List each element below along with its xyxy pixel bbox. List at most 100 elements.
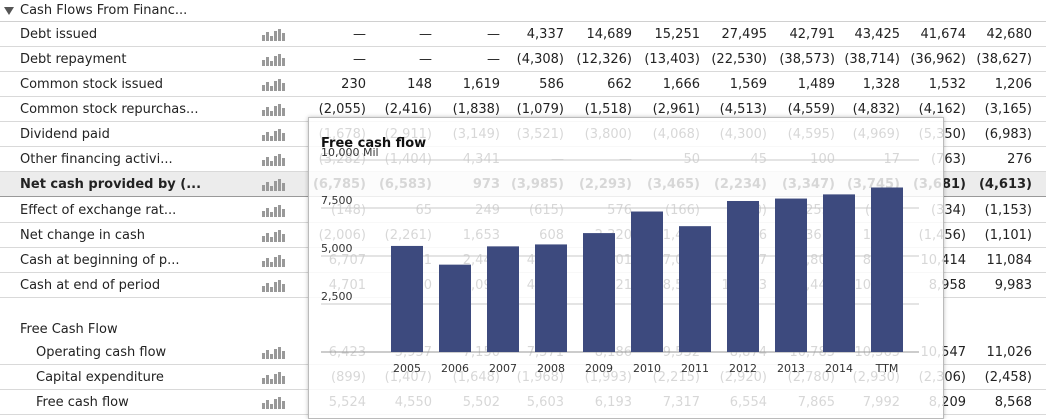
section-header-row[interactable]: Cash Flows From Financ...: [0, 0, 1046, 22]
row-label: Common stock repurchas...: [20, 102, 199, 117]
bar-2014[interactable]: [823, 194, 855, 352]
bar-chart-icon[interactable]: [262, 179, 286, 191]
chart-title: Free cash flow: [321, 136, 427, 151]
bar-chart-icon[interactable]: [262, 154, 286, 166]
cell-value: 42,680: [986, 27, 1033, 42]
bar-TTM[interactable]: [871, 187, 903, 352]
table-row: Common stock issued 230 148 1,619 586 662 1,66…: [0, 72, 1046, 97]
cell-value: 11,026: [986, 345, 1033, 360]
bar-chart-icon[interactable]: [262, 397, 286, 409]
cell-value: —: [487, 52, 500, 67]
cell-value: (2,961): [652, 102, 700, 117]
row-label: Free Cash Flow: [20, 322, 118, 337]
cell-value: 1,666: [662, 77, 700, 92]
cell-value: (1,838): [452, 102, 500, 117]
cell-value: 276: [1007, 152, 1032, 167]
cell-value: (3,165): [984, 102, 1032, 117]
row-label: Cash at end of period: [20, 278, 161, 293]
x-tick-label: 2005: [393, 362, 421, 375]
cell-value: 1,619: [462, 77, 500, 92]
x-tick-label: 2013: [777, 362, 805, 375]
row-label: Capital expenditure: [36, 370, 164, 385]
y-tick-label: 10,000 Mil: [321, 146, 379, 159]
cell-value: 1,206: [994, 77, 1032, 92]
bar-chart-icon[interactable]: [262, 129, 286, 141]
cell-value: —: [487, 27, 500, 42]
row-label: Free cash flow: [36, 395, 129, 410]
cell-value: (4,162): [918, 102, 966, 117]
x-tick-label: 2012: [729, 362, 757, 375]
row-label: Effect of exchange rat...: [20, 203, 177, 218]
cell-value: 230: [341, 77, 366, 92]
cell-value: 14,689: [586, 27, 633, 42]
bar-chart-icon[interactable]: [262, 104, 286, 116]
bar-chart-icon[interactable]: [262, 230, 286, 242]
row-label: Net cash provided by (...: [20, 177, 202, 192]
y-tick-label: 7,500: [321, 194, 353, 207]
bar-chart-icon[interactable]: [262, 205, 286, 217]
section-title-row: Free Cash Flow: [0, 310, 1046, 340]
cell-value: (1,101): [984, 228, 1032, 243]
bar-2010[interactable]: [631, 211, 663, 352]
bar-chart-icon[interactable]: [262, 54, 286, 66]
x-tick-label: 2014: [825, 362, 853, 375]
bar-2007[interactable]: [487, 246, 519, 352]
bar-2006[interactable]: [439, 264, 471, 352]
cell-value: (38,627): [976, 52, 1032, 67]
bar-chart-icon[interactable]: [262, 29, 286, 41]
cell-value: 42,791: [789, 27, 836, 42]
x-tick-label: 2011: [681, 362, 709, 375]
bar-chart-icon[interactable]: [262, 255, 286, 267]
bar-chart-icon[interactable]: [262, 347, 286, 359]
row-label: Common stock issued: [20, 77, 163, 92]
cell-value: (4,832): [852, 102, 900, 117]
cell-value: (13,403): [644, 52, 700, 67]
cell-value: —: [419, 27, 432, 42]
row-label: Cash Flows From Financ...: [20, 3, 188, 18]
cell-value: (6,983): [984, 127, 1032, 142]
cell-value: 662: [607, 77, 632, 92]
cell-value: (2,458): [984, 370, 1032, 385]
bar-2011[interactable]: [679, 226, 711, 352]
bar-2008[interactable]: [535, 244, 567, 352]
row-label: Dividend paid: [20, 127, 110, 142]
table-row: Debt repayment — — — (4,308) (12,326) (13,403)…: [0, 47, 1046, 72]
bar-chart-icon[interactable]: [262, 372, 286, 384]
cell-value: (38,573): [779, 52, 835, 67]
table-row: Debt issued — — — 4,337 14,689 15,251 27,495 42,…: [0, 22, 1046, 47]
row-label: Operating cash flow: [36, 345, 167, 360]
cell-value: —: [353, 27, 366, 42]
x-tick-label: 2010: [633, 362, 661, 375]
bar-2012[interactable]: [727, 200, 759, 352]
x-tick-label: 2009: [585, 362, 613, 375]
x-tick-label: 2007: [489, 362, 517, 375]
y-tick-label: 2,500: [321, 290, 353, 303]
free-cash-flow-chart: 2,500 5,000 7,500 10,000 Mil 2005 2006 2007 200…: [321, 146, 919, 375]
cell-value: 586: [539, 77, 564, 92]
cell-value: —: [353, 52, 366, 67]
row-label: Cash at beginning of p...: [20, 253, 180, 268]
bar-chart-icon[interactable]: [262, 280, 286, 292]
cell-value: 1,532: [928, 77, 966, 92]
cell-value: (22,530): [711, 52, 767, 67]
cell-value: 11,084: [986, 253, 1033, 268]
collapse-triangle-icon[interactable]: [4, 7, 14, 15]
x-tick-label: TTM: [875, 362, 899, 375]
cell-value: (38,714): [844, 52, 900, 67]
bar-chart-icon[interactable]: [262, 79, 286, 91]
cell-value: (4,559): [787, 102, 835, 117]
cell-value: —: [419, 52, 432, 67]
bar-2005[interactable]: [391, 245, 423, 352]
cell-value: 1,328: [862, 77, 900, 92]
row-label: Other financing activi...: [20, 152, 173, 167]
cell-value: 4,337: [526, 27, 564, 42]
cell-value: 148: [407, 77, 432, 92]
bar-2009[interactable]: [583, 233, 615, 352]
cell-value: 9,983: [994, 278, 1032, 293]
row-label: Net change in cash: [20, 228, 146, 243]
cell-value: 1,569: [729, 77, 767, 92]
x-tick-label: 2008: [537, 362, 565, 375]
cell-value: (1,079): [516, 102, 564, 117]
cell-value: (4,308): [516, 52, 564, 67]
bar-2013[interactable]: [775, 198, 807, 352]
